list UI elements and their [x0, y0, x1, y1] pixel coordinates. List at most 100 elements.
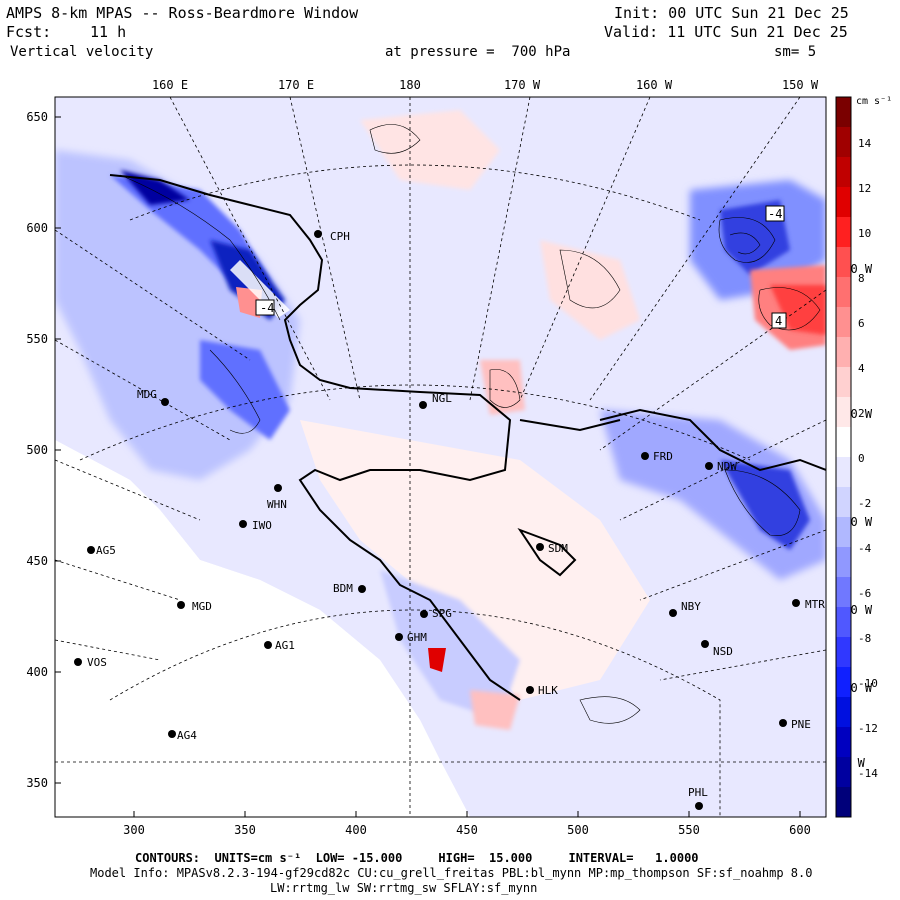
colorbar-tick-label: 4	[858, 362, 865, 375]
colorbar-tick-label: 10	[858, 227, 871, 240]
station-label-whn: WHN	[267, 498, 287, 511]
station-label-ag4: AG4	[177, 729, 197, 742]
colorbar-tick-label: 6	[858, 317, 865, 330]
colorbar-segment	[836, 637, 851, 668]
colorbar-tick-label: -8	[858, 632, 871, 645]
init-time: Init: 00 UTC Sun 21 Dec 25	[614, 4, 849, 22]
station-marker	[239, 520, 247, 528]
colorbar-segment	[836, 787, 851, 818]
colorbar-segment	[836, 337, 851, 368]
station-marker	[264, 641, 272, 649]
colorbar-segment	[836, 577, 851, 608]
station-label-ag1: AG1	[275, 639, 295, 652]
colorbar-tick-label: 14	[858, 137, 872, 150]
station-marker	[420, 610, 428, 618]
station-marker	[695, 802, 703, 810]
station-label-nsd: NSD	[713, 645, 733, 658]
station-label-phl: PHL	[688, 786, 708, 799]
colorbar-tick-label: -12	[858, 722, 878, 735]
station-marker	[161, 398, 169, 406]
colorbar-tick-label: 12	[858, 182, 871, 195]
longitude-label: 150 W	[782, 78, 819, 92]
colorbar-segment	[836, 217, 851, 248]
colorbar-segment	[836, 757, 851, 788]
map-title: AMPS 8-km MPAS -- Ross-Beardmore Window	[6, 4, 359, 22]
colorbar-tick-label: -14	[858, 767, 878, 780]
colorbar-segment	[836, 127, 851, 158]
station-marker	[705, 462, 713, 470]
colorbar-segment	[836, 727, 851, 758]
colorbar-tick-label: 8	[858, 272, 865, 285]
colorbar-tick-label: 2	[858, 407, 865, 420]
model-info: Model Info: MPASv8.2.3-194-gf29cd82c CU:…	[90, 866, 813, 880]
station-marker	[358, 585, 366, 593]
station-label-ghm: GHM	[407, 631, 427, 644]
station-label-ngl: NGL	[432, 392, 452, 405]
y-tick-label: 650	[26, 110, 48, 124]
x-tick-label: 600	[789, 823, 811, 837]
station-marker	[669, 609, 677, 617]
station-label-pne: PNE	[791, 718, 811, 731]
colorbar: cm s⁻¹ 14 12 10 8 6 4 2 0 -2 -4 -6 -8 -10 -12 -14	[835, 96, 892, 818]
colorbar-segment	[836, 277, 851, 308]
colorbar-tick-label: 0	[858, 452, 865, 465]
station-label-vos: VOS	[87, 656, 107, 669]
colorbar-tick-label: -4	[858, 542, 872, 555]
station-marker	[526, 686, 534, 694]
forecast-label: Fcst:	[6, 23, 52, 41]
contours	[119, 124, 821, 724]
station-label-ndw: NDW	[717, 460, 737, 473]
station-marker	[395, 633, 403, 641]
y-tick-label: 500	[26, 443, 48, 457]
station-label-iwo: IWO	[252, 519, 272, 532]
station-marker	[701, 640, 709, 648]
station-marker	[792, 599, 800, 607]
station-label-mdg: MDG	[137, 388, 157, 401]
station-marker	[536, 543, 544, 551]
contour-labels: -4 4 -4	[255, 205, 787, 329]
station-label-bdm: BDM	[333, 582, 353, 595]
station-marker	[74, 658, 82, 666]
colorbar-segment	[836, 97, 851, 128]
station-marker	[419, 401, 427, 409]
station-label-nby: NBY	[681, 600, 701, 613]
colorbar-segment	[836, 697, 851, 728]
station-label-spg: SPG	[432, 607, 452, 620]
station-marker	[168, 730, 176, 738]
station-marker	[641, 452, 649, 460]
vertical-velocity-field	[55, 97, 826, 817]
x-tick-label: 350	[234, 823, 256, 837]
longitude-label: 160 W	[636, 78, 673, 92]
station-marker	[779, 719, 787, 727]
station-marker	[274, 484, 282, 492]
station-label-frd: FRD	[653, 450, 673, 463]
longitude-label: 170 W	[504, 78, 541, 92]
forecast-hour: 11 h	[90, 23, 127, 41]
station-label-hlk: HLK	[538, 684, 558, 697]
station-marker	[87, 546, 95, 554]
plot-frame	[54, 96, 827, 818]
stations: CPH MDG NGL FRD NDW WHN IWO AG5 SDM BDM SPG MGD AG1 N…	[74, 230, 825, 810]
colorbar-frame	[835, 96, 852, 818]
colorbar-segment	[836, 397, 851, 428]
colorbar-tick-label: -2	[858, 497, 871, 510]
longitude-label: 170 E	[278, 78, 314, 92]
y-tick-label: 550	[26, 332, 48, 346]
y-tick-label: 450	[26, 554, 48, 568]
colorbar-segment	[836, 667, 851, 698]
x-tick-label: 400	[345, 823, 367, 837]
colorbar-segment	[836, 307, 851, 338]
colorbar-segment	[836, 607, 851, 638]
colorbar-units: cm s⁻¹	[856, 96, 892, 107]
coastline	[109, 174, 826, 701]
contour-label: 4	[775, 314, 782, 328]
colorbar-segment	[836, 427, 851, 458]
contours-info: CONTOURS: UNITS=cm s⁻¹ LOW= -15.000 HIGH…	[135, 851, 699, 865]
y-tick-label: 400	[26, 665, 48, 679]
smoothing-value: sm= 5	[774, 44, 817, 60]
station-label-cph: CPH	[330, 230, 350, 243]
x-tick-label: 300	[123, 823, 145, 837]
x-tick-label: 500	[567, 823, 589, 837]
contour-label: -4	[768, 207, 782, 221]
station-marker	[177, 601, 185, 609]
